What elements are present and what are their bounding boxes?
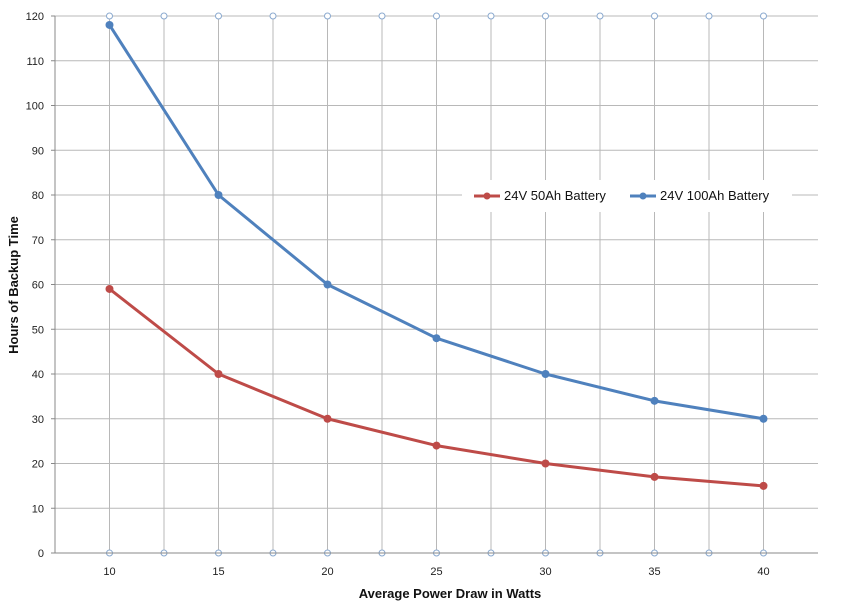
x-gridline-top-marker — [651, 12, 658, 20]
y-tick-label: 10 — [32, 503, 44, 515]
data-point-1 — [105, 20, 114, 29]
x-gridline-top-marker — [378, 12, 386, 20]
data-point-1 — [432, 334, 441, 343]
y-tick-label: 50 — [32, 324, 44, 336]
x-gridline-top-marker — [487, 12, 495, 20]
data-point-1 — [214, 191, 223, 199]
y-tick-label: 30 — [32, 414, 44, 426]
y-tick-label: 0 — [38, 548, 44, 560]
x-gridline-top-marker — [705, 12, 713, 20]
legend-marker-50ah — [483, 192, 491, 200]
y-tick-label: 60 — [32, 280, 44, 292]
legend-label-100ah: 24V 100Ah Battery — [660, 188, 770, 203]
y-tick-label: 80 — [32, 190, 44, 202]
y-tick-labels: 0 10 20 30 40 50 60 70 80 90 100 110 120 — [26, 11, 44, 560]
y-axis-title: Hours of Backup Time — [6, 216, 21, 354]
x-gridline-top-marker — [596, 12, 604, 20]
x-axis-title: Average Power Draw in Watts — [359, 586, 542, 601]
y-tick-label: 110 — [26, 56, 44, 68]
x-tick-label: 10 — [103, 566, 115, 578]
data-point-1 — [541, 370, 550, 378]
x-tick-label: 20 — [321, 566, 333, 578]
legend: 24V 50Ah Battery 24V 100Ah Battery — [462, 180, 792, 212]
legend-marker-100ah — [639, 192, 647, 200]
series-lines — [105, 20, 768, 490]
legend-background — [462, 180, 792, 212]
y-tick-label: 100 — [26, 101, 44, 113]
data-point-0 — [105, 284, 114, 293]
axes — [51, 15, 818, 554]
y-tick-label: 20 — [32, 459, 44, 471]
data-point-1 — [650, 396, 659, 405]
data-point-1 — [323, 280, 332, 289]
data-point-0 — [432, 441, 441, 450]
x-tick-label: 40 — [757, 566, 769, 578]
x-tick-label: 25 — [430, 566, 442, 578]
y-tick-label: 70 — [32, 235, 44, 247]
x-gridline-top-marker — [106, 12, 113, 20]
gridlines — [55, 12, 818, 557]
x-tick-labels: 10 15 20 25 30 35 40 — [103, 566, 769, 578]
y-tick-label: 40 — [32, 369, 44, 381]
y-tick-label: 120 — [26, 11, 44, 23]
data-point-0 — [323, 414, 332, 423]
data-point-0 — [541, 459, 550, 468]
x-gridline-top-marker — [215, 12, 222, 20]
x-tick-label: 35 — [648, 566, 660, 578]
data-point-0 — [759, 481, 768, 490]
legend-label-50ah: 24V 50Ah Battery — [504, 188, 606, 203]
x-gridline-top-marker — [760, 12, 767, 20]
x-gridline-top-marker — [324, 12, 331, 20]
data-point-0 — [650, 472, 659, 481]
x-gridline-top-marker — [269, 12, 277, 20]
data-point-0 — [214, 370, 223, 378]
x-gridline-top-marker — [433, 12, 440, 20]
x-gridline-top-marker — [160, 12, 168, 20]
y-tick-label: 90 — [32, 145, 44, 157]
x-tick-label: 15 — [212, 566, 224, 578]
x-tick-label: 30 — [539, 566, 551, 578]
x-gridline-top-marker — [542, 12, 549, 20]
data-point-1 — [759, 414, 768, 423]
